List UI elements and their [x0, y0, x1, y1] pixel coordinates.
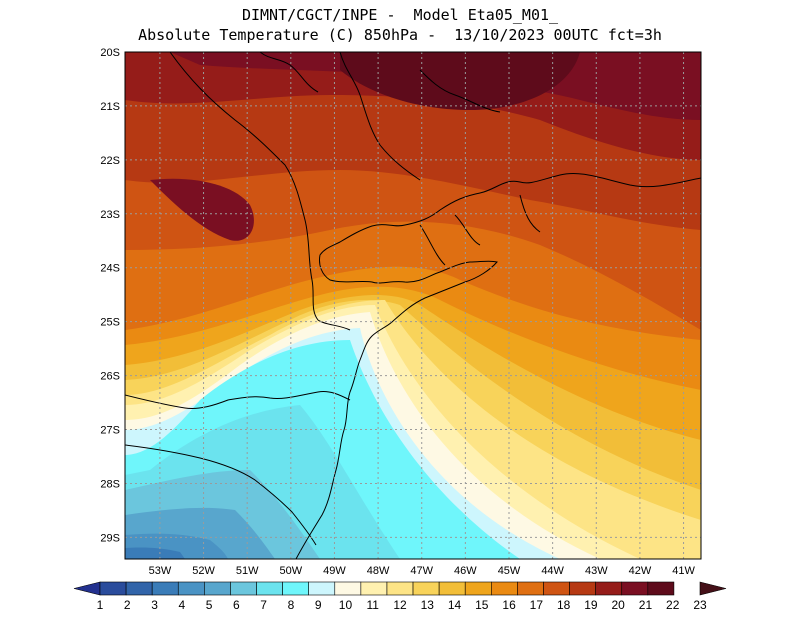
- colorbar-label: 4: [178, 598, 185, 612]
- colorbar-label: 6: [233, 598, 240, 612]
- colorbar-label: 1: [97, 598, 104, 612]
- colorbar-label: 13: [421, 598, 435, 612]
- colorbar: 1 2 3 4 5 6 7 8 9 10 11 12 13 14 15 16 17 18 19 20 21 22 23: [73, 581, 727, 612]
- lat-tick-label: 26S: [100, 371, 120, 383]
- colorbar-arrow-high: [699, 581, 727, 596]
- colorbar-swatch: [99, 581, 127, 596]
- lon-tick-label: 43W: [585, 565, 608, 577]
- lon-tick-label: 52W: [192, 565, 215, 577]
- colorbar-swatch: [334, 581, 362, 596]
- lat-tick-label: 23S: [100, 209, 120, 221]
- lat-tick-label: 29S: [100, 532, 120, 544]
- colorbar-swatch: [125, 581, 153, 596]
- colorbar-swatch: [647, 581, 675, 596]
- lon-tick-label: 47W: [410, 565, 433, 577]
- lon-tick-label: 51W: [236, 565, 259, 577]
- colorbar-label: 10: [339, 598, 353, 612]
- colorbar-swatch: [360, 581, 388, 596]
- temperature-field: [125, 52, 701, 559]
- colorbar-swatch: [256, 581, 283, 596]
- lat-tick-label: 22S: [100, 155, 120, 167]
- longitude-ticks: 53W 52W 51W 50W 49W 48W 47W 46W 45W 44W 43W 42W 41W: [149, 565, 696, 577]
- colorbar-swatch: [621, 581, 649, 596]
- coastline-and-borders: [125, 52, 701, 559]
- colorbar-swatch: [438, 581, 466, 596]
- lat-tick-label: 20S: [100, 47, 120, 59]
- colorbar-swatch: [282, 581, 309, 596]
- colorbar-label: 21: [639, 598, 653, 612]
- colorbar-label: 8: [288, 598, 295, 612]
- lon-tick-label: 50W: [280, 565, 303, 577]
- colorbar-label: 18: [557, 598, 571, 612]
- lon-tick-label: 46W: [454, 565, 477, 577]
- lon-tick-label: 48W: [367, 565, 390, 577]
- lon-tick-label: 42W: [629, 565, 652, 577]
- colorbar-swatch: [386, 581, 414, 596]
- colorbar-swatch: [517, 581, 544, 596]
- colorbar-swatch: [412, 581, 440, 596]
- lat-tick-label: 28S: [100, 478, 120, 490]
- colorbar-swatch: [569, 581, 596, 596]
- lat-tick-label: 25S: [100, 317, 120, 329]
- colorbar-label: 5: [206, 598, 213, 612]
- colorbar-swatch: [151, 581, 179, 596]
- colorbar-swatch: [230, 581, 257, 596]
- colorbar-label: 16: [502, 598, 516, 612]
- colorbar-label: 15: [475, 598, 489, 612]
- map-title-line-2: Absolute Temperature (C) 850hPa - 13/10/…: [138, 26, 662, 44]
- colorbar-swatch: [204, 581, 231, 596]
- colorbar-swatch: [491, 581, 518, 596]
- map-frame: [124, 51, 702, 560]
- lat-tick-label: 24S: [100, 263, 120, 275]
- colorbar-label: 9: [315, 598, 322, 612]
- colorbar-label: 2: [124, 598, 131, 612]
- colorbar-arrow-low: [73, 581, 101, 596]
- map-title-line-1: DIMNT/CGCT/INPE - Model Eta05_M01_: [241, 6, 559, 24]
- lon-tick-label: 44W: [541, 565, 564, 577]
- colorbar-label: 3: [151, 598, 158, 612]
- colorbar-label: 19: [584, 598, 598, 612]
- lon-tick-label: 45W: [498, 565, 521, 577]
- colorbar-label: 14: [448, 598, 462, 612]
- lat-tick-label: 27S: [100, 425, 120, 437]
- colorbar-label: 7: [260, 598, 267, 612]
- colorbar-swatch: [595, 581, 623, 596]
- colorbar-label: 22: [666, 598, 680, 612]
- colorbar-swatch: [177, 581, 205, 596]
- lon-tick-label: 53W: [149, 565, 172, 577]
- colorbar-label: 23: [693, 598, 707, 612]
- lat-tick-label: 21S: [100, 101, 120, 113]
- colorbar-swatch: [543, 581, 570, 596]
- lon-tick-label: 49W: [323, 565, 346, 577]
- colorbar-swatch: [464, 581, 492, 596]
- colorbar-label: 12: [393, 598, 407, 612]
- colorbar-label: 11: [366, 598, 379, 612]
- latitude-ticks: 20S 21S 22S 23S 24S 25S 26S 27S 28S 29S: [100, 47, 120, 544]
- colorbar-label: 20: [612, 598, 626, 612]
- colorbar-swatch: [308, 581, 336, 596]
- lon-tick-label: 41W: [672, 565, 695, 577]
- colorbar-label: 17: [530, 598, 544, 612]
